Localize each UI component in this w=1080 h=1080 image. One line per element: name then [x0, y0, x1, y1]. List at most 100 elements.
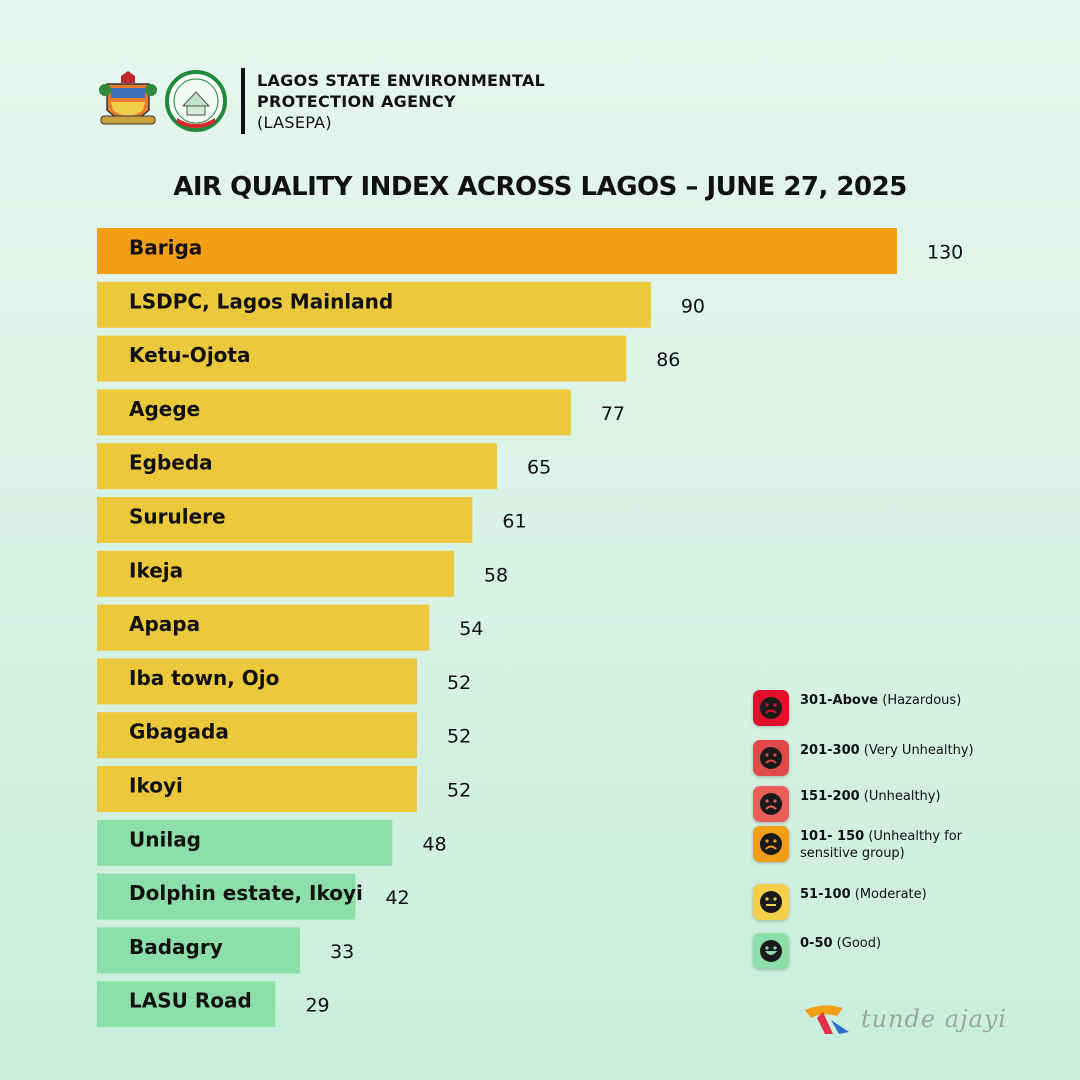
value-label: 54	[459, 618, 483, 640]
worried-face-icon	[753, 826, 789, 862]
bar	[97, 443, 497, 490]
bar	[97, 228, 897, 274]
header-divider	[241, 68, 245, 134]
bar	[97, 604, 430, 651]
very-sad-face-icon	[753, 690, 789, 726]
legend-text: 301-Above (Hazardous)	[800, 690, 1000, 709]
value-label: 90	[681, 295, 705, 317]
value-label: 86	[656, 349, 680, 371]
agency-abbr: (LASEPA)	[257, 112, 332, 132]
legend-label: (Good)	[832, 936, 882, 951]
legend-range: 151-200	[800, 789, 860, 804]
bar-label: Dolphin estate, Ikoyi	[129, 881, 363, 905]
bar-group: LASU Road 29	[97, 981, 330, 1028]
lagos-state-crest-icon	[99, 71, 157, 125]
bar	[97, 389, 571, 436]
bar-group: Surulere 61	[97, 497, 527, 543]
value-label: 52	[447, 780, 471, 802]
bar-group: Dolphin estate, Ikoyi 42	[97, 873, 410, 920]
bar-group: Unilag 48	[97, 819, 447, 866]
bar	[97, 712, 417, 759]
bar-group: Iba town, Ojo 52	[97, 658, 471, 705]
bar-label: Ikoyi	[129, 774, 183, 798]
legend-range: 201-300	[800, 743, 860, 758]
value-label: 52	[447, 672, 471, 694]
bar-label: Ketu-Ojota	[129, 343, 250, 367]
bar-label: Ikeja	[129, 558, 183, 582]
bar-label: Egbeda	[129, 451, 213, 475]
bar-label: Iba town, Ojo	[129, 666, 279, 690]
bar	[97, 335, 627, 382]
bar	[97, 550, 454, 597]
legend-item: 0-50 (Good)	[753, 933, 1000, 969]
bar-label: LASU Road	[129, 989, 252, 1013]
legend-text: 151-200 (Unhealthy)	[800, 786, 1000, 805]
legend-item: 151-200 (Unhealthy)	[753, 786, 1000, 822]
bar-group: Apapa 54	[97, 604, 483, 651]
legend-range: 101- 150	[800, 829, 865, 844]
value-label: 77	[601, 403, 625, 425]
bar	[97, 497, 473, 543]
bar-group: Egbeda 65	[97, 443, 551, 490]
legend-item: 51-100 (Moderate)	[753, 884, 1000, 920]
value-label: 52	[447, 726, 471, 748]
bar	[97, 873, 356, 920]
legend-text: 0-50 (Good)	[800, 933, 1000, 952]
legend-label: (Unhealthy for sensitive group)	[800, 829, 963, 861]
sad-face-icon	[753, 740, 789, 776]
legend-label: (Hazardous)	[878, 693, 962, 708]
bar	[97, 281, 651, 328]
bar-label: LSDPC, Lagos Mainland	[129, 289, 393, 313]
smile-face-icon	[753, 933, 789, 969]
value-label: 29	[305, 995, 329, 1017]
bar-group: Ketu-Ojota 86	[97, 335, 680, 382]
bar-label: Bariga	[129, 236, 202, 260]
bar-group: Badagry 33	[97, 927, 354, 974]
value-label: 48	[422, 833, 446, 855]
bar-label: Agege	[129, 397, 200, 421]
frown-face-icon	[753, 786, 789, 822]
bar	[97, 927, 301, 974]
bar-label: Unilag	[129, 827, 201, 851]
legend-label: (Unhealthy)	[859, 789, 941, 804]
bar	[97, 766, 417, 812]
brand-signature: tunde ajayi	[803, 1002, 1007, 1036]
legend-item: 101- 150 (Unhealthy for sensitive group)	[753, 826, 1000, 862]
bar-group: Ikeja 58	[97, 550, 508, 597]
header: LAGOS STATE ENVIRONMENTAL PROTECTION AGE…	[97, 66, 545, 136]
bar-group: Agege 77	[97, 389, 625, 436]
bar-label: Gbagada	[129, 720, 229, 744]
value-label: 58	[484, 564, 508, 586]
legend-label: (Moderate)	[850, 887, 927, 902]
bar	[97, 981, 276, 1028]
bar	[97, 658, 417, 705]
bar	[97, 819, 393, 866]
legend-text: 101- 150 (Unhealthy for sensitive group)	[800, 826, 1000, 862]
value-label: 42	[385, 887, 409, 909]
brand-logo-icon	[805, 1005, 849, 1034]
brand-name: tunde ajayi	[861, 1005, 1008, 1033]
legend-range: 51-100	[800, 887, 851, 902]
legend-text: 51-100 (Moderate)	[800, 884, 1000, 903]
bar-label: Surulere	[129, 505, 226, 529]
lasepa-logo-icon	[165, 70, 227, 132]
bar-label: Apapa	[129, 612, 200, 636]
agency-line-2: PROTECTION AGENCY	[257, 91, 456, 111]
legend-item: 301-Above (Hazardous)	[753, 690, 1000, 726]
agency-name: LAGOS STATE ENVIRONMENTAL PROTECTION AGE…	[257, 70, 545, 133]
bar-group: Bariga 130	[97, 228, 963, 274]
neutral-faces-icon	[753, 884, 789, 920]
chart-title: AIR QUALITY INDEX ACROSS LAGOS – JUNE 27…	[173, 172, 907, 202]
bar-group: Gbagada 52	[97, 712, 471, 759]
legend-text: 201-300 (Very Unhealthy)	[800, 740, 1000, 759]
value-label: 65	[527, 457, 551, 479]
bar-label: Badagry	[129, 935, 223, 959]
value-label: 61	[502, 511, 526, 533]
bar-group: Ikoyi 52	[97, 766, 471, 812]
legend-range: 0-50	[800, 936, 833, 951]
legend-item: 201-300 (Very Unhealthy)	[753, 740, 1000, 776]
legend-range: 301-Above	[800, 693, 879, 708]
agency-line-1: LAGOS STATE ENVIRONMENTAL	[257, 70, 546, 90]
value-label: 33	[330, 941, 354, 963]
